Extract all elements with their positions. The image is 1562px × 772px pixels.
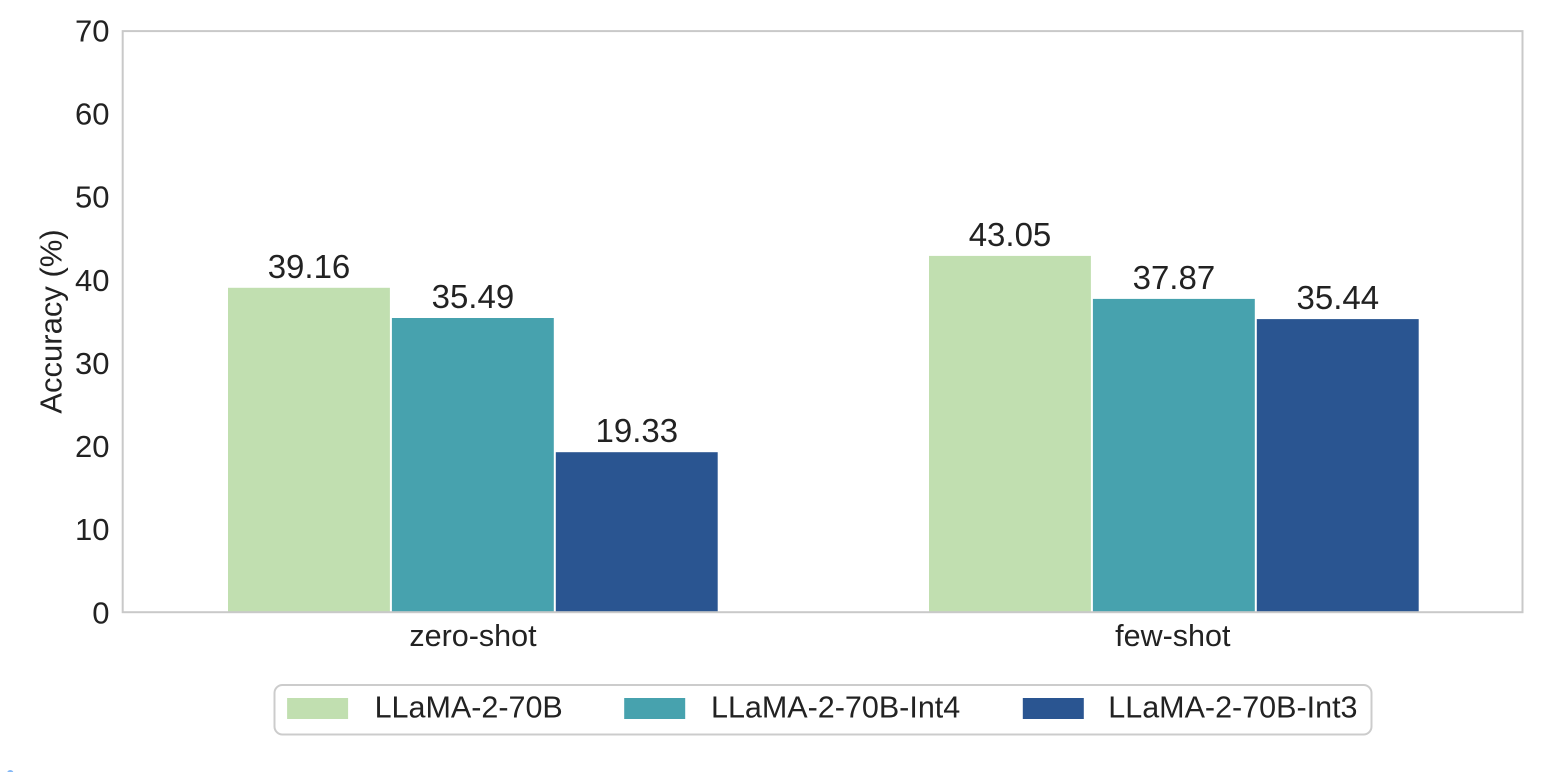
svg-text:20: 20 bbox=[75, 429, 109, 464]
svg-text:0: 0 bbox=[92, 595, 109, 630]
svg-text:35.49: 35.49 bbox=[432, 278, 515, 315]
svg-text:43.05: 43.05 bbox=[969, 216, 1052, 253]
svg-text:few-shot: few-shot bbox=[1115, 619, 1231, 653]
svg-text:LLaMA-2-70B-Int4: LLaMA-2-70B-Int4 bbox=[711, 691, 960, 725]
svg-text:40: 40 bbox=[75, 263, 109, 298]
svg-text:30: 30 bbox=[75, 346, 109, 381]
svg-text:19.33: 19.33 bbox=[596, 412, 679, 449]
svg-text:37.87: 37.87 bbox=[1133, 259, 1216, 296]
svg-text:Accuracy (%): Accuracy (%) bbox=[33, 229, 68, 413]
svg-text:LLaMA-2-70B: LLaMA-2-70B bbox=[375, 691, 563, 725]
svg-text:LLaMA-2-70B-Int3: LLaMA-2-70B-Int3 bbox=[1108, 691, 1357, 725]
svg-text:35.44: 35.44 bbox=[1297, 279, 1380, 316]
svg-text:zero-shot: zero-shot bbox=[409, 619, 537, 653]
svg-text:50: 50 bbox=[75, 180, 109, 215]
svg-text:70: 70 bbox=[75, 13, 109, 48]
svg-text:39.16: 39.16 bbox=[268, 248, 351, 285]
svg-text:60: 60 bbox=[75, 97, 109, 132]
svg-text:10: 10 bbox=[75, 512, 109, 547]
